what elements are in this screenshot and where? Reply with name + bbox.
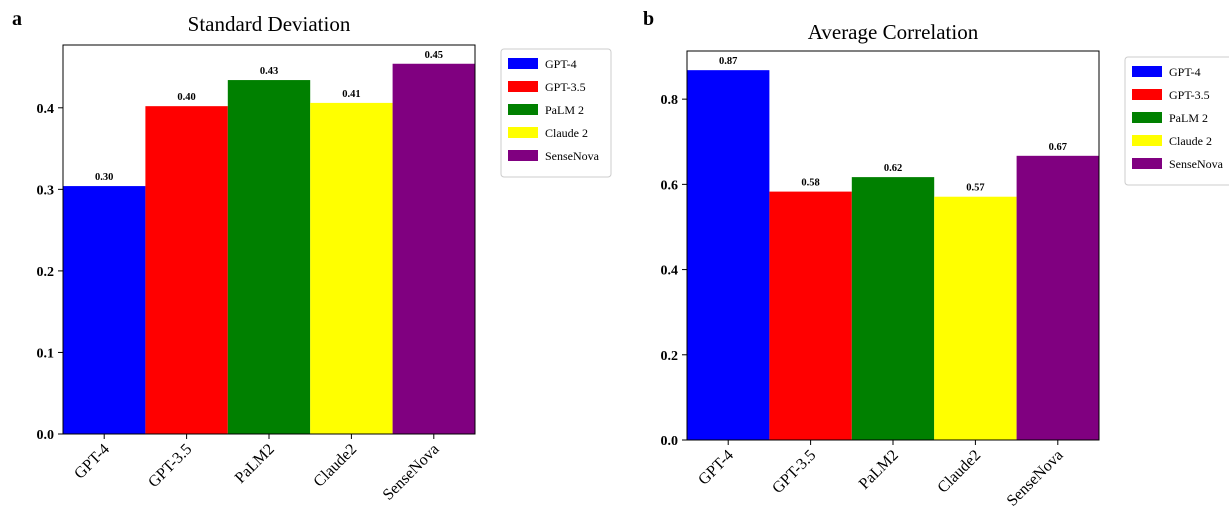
chart-panel-a: a Standard Deviation 0.30 0.40 0.43 0.41 0.45 0…: [12, 8, 612, 504]
y-tick-label: 0.6: [661, 178, 679, 193]
legend-swatch: [508, 127, 538, 138]
chart-title: Standard Deviation: [188, 12, 351, 36]
data-label: 0.62: [884, 163, 902, 174]
chart-panel-b: b Average Correlation 0.87 0.58 0.62 0.57 0.67…: [643, 8, 1229, 510]
bar-sensenova: [392, 63, 475, 435]
y-tick-label: 0.1: [37, 346, 55, 361]
legend-entry: GPT-4: [545, 57, 577, 71]
legend-swatch: [508, 58, 538, 69]
data-label: 0.57: [966, 183, 984, 194]
x-tick-label: GPT-4: [71, 441, 113, 483]
data-label: 0.58: [801, 178, 819, 189]
legend-swatch: [1132, 158, 1162, 169]
x-tick-label: Claude2: [310, 441, 360, 491]
legend: GPT-4 GPT-3.5 PaLM 2 Claude 2 SenseNova: [500, 48, 612, 178]
legend-swatch: [508, 104, 538, 115]
chart-title: Average Correlation: [808, 20, 979, 44]
legend-swatch: [1132, 112, 1162, 123]
x-tick-label: PaLM2: [232, 441, 278, 487]
x-tick-label: GPT-4: [695, 447, 737, 489]
legend-swatch: [1132, 66, 1162, 77]
data-label: 0.40: [177, 92, 195, 103]
legend-entry: Claude 2: [1169, 134, 1212, 148]
legend-swatch: [1132, 135, 1162, 146]
panel-letter: b: [643, 8, 654, 30]
legend-entry: SenseNova: [545, 149, 600, 163]
legend-entry: GPT-3.5: [545, 80, 586, 94]
y-tick-label: 0.0: [37, 428, 55, 443]
legend-swatch: [508, 81, 538, 92]
data-label: 0.87: [719, 56, 737, 67]
legend-entry: PaLM 2: [1169, 111, 1208, 125]
bar-claude2: [934, 196, 1017, 440]
legend-swatch: [508, 150, 538, 161]
data-label: 0.30: [95, 172, 113, 183]
bar-gpt-4: [687, 70, 770, 440]
legend-entry: PaLM 2: [545, 103, 584, 117]
y-tick-label: 0.4: [37, 102, 55, 117]
y-tick-label: 0.0: [661, 434, 679, 449]
legend-entry: Claude 2: [545, 126, 588, 140]
legend-entry: SenseNova: [1169, 157, 1224, 171]
y-tick-label: 0.3: [37, 183, 55, 198]
x-tick-label: SenseNova: [380, 441, 443, 504]
bar-palm2: [851, 177, 935, 441]
legend-entry: GPT-4: [1169, 65, 1201, 79]
bar-gpt-3-5: [769, 191, 852, 440]
y-tick-label: 0.8: [661, 93, 679, 108]
legend: GPT-4 GPT-3.5 PaLM 2 Claude 2 SenseNova: [1124, 56, 1229, 186]
bar-sensenova: [1016, 155, 1099, 441]
x-tick-label: GPT-3.5: [145, 441, 195, 491]
bar-claude2: [310, 102, 393, 435]
data-label: 0.43: [260, 66, 278, 77]
legend-swatch: [1132, 89, 1162, 100]
x-tick-label: PaLM2: [856, 447, 902, 493]
panel-letter: a: [12, 8, 22, 30]
y-tick-label: 0.2: [661, 349, 679, 364]
x-tick-label: SenseNova: [1004, 447, 1067, 510]
bar-palm2: [227, 80, 311, 435]
data-label: 0.67: [1049, 142, 1067, 153]
data-label: 0.45: [425, 50, 443, 61]
x-tick-label: Claude2: [934, 447, 984, 497]
bar-gpt-3-5: [145, 106, 228, 435]
y-tick-label: 0.2: [37, 265, 55, 280]
y-tick-label: 0.4: [661, 264, 679, 279]
data-label: 0.41: [342, 89, 360, 100]
legend-entry: GPT-3.5: [1169, 88, 1210, 102]
x-tick-label: GPT-3.5: [769, 447, 819, 497]
bar-gpt-4: [63, 186, 146, 434]
